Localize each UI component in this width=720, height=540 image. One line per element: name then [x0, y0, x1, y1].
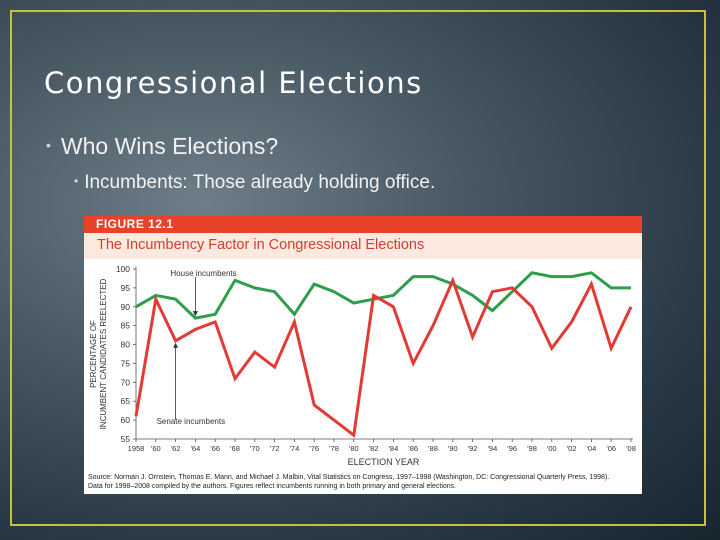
- y-tick-label: 70: [121, 377, 131, 387]
- x-tick-label: '04: [587, 444, 597, 453]
- x-tick-label: '92: [468, 444, 478, 453]
- y-tick-label: 100: [116, 264, 130, 274]
- x-tick-label: '72: [270, 444, 280, 453]
- y-axis-title-line-1: PERCENTAGE OF: [89, 320, 98, 388]
- x-tick-label: '82: [369, 444, 379, 453]
- house-annotation-arrow-icon: [192, 311, 198, 317]
- x-tick-label: '98: [527, 444, 537, 453]
- y-tick-label: 80: [121, 340, 131, 350]
- y-tick-label: 65: [121, 396, 131, 406]
- bullet-dot-icon: •: [46, 137, 51, 153]
- bullet-level-2: • Incumbents: Those already holding offic…: [74, 172, 435, 194]
- slide-title: Congressional Elections: [44, 66, 423, 100]
- x-tick-label: '68: [230, 444, 240, 453]
- y-tick-label: 85: [121, 321, 131, 331]
- x-tick-label: '60: [151, 444, 161, 453]
- figure-panel: FIGURE 12.1 The Incumbency Factor in Con…: [84, 216, 642, 494]
- bullet-text-1: Who Wins Elections?: [60, 133, 279, 159]
- x-tick-label: '08: [626, 444, 636, 453]
- x-tick-label: '74: [290, 444, 300, 453]
- x-tick-label: '62: [171, 444, 181, 453]
- y-tick-label: 95: [121, 283, 131, 293]
- line-chart: 55 60 65 70 75 80 85 90 95 100 1958 '60 '62 '64 '66 '68…: [89, 264, 636, 467]
- x-tick-label: '86: [408, 444, 418, 453]
- chart-title: The Incumbency Factor in Congressional E…: [97, 237, 425, 253]
- bullet-level-1: • Who Wins Elections?: [46, 133, 278, 160]
- x-tick-label: '00: [547, 444, 557, 453]
- slide-frame: [10, 10, 706, 526]
- x-tick-label: '02: [567, 444, 577, 453]
- y-tick-label: 55: [121, 434, 131, 444]
- figure-source: Source: Norman J. Ornstein, Thomas E. Ma…: [88, 473, 640, 491]
- x-tick-label: '80: [349, 444, 359, 453]
- x-tick-label: '88: [428, 444, 438, 453]
- x-axis-title: ELECTION YEAR: [348, 457, 420, 467]
- x-tick-label: '06: [606, 444, 616, 453]
- y-tick-label: 90: [121, 302, 131, 312]
- x-tick-label: '90: [448, 444, 458, 453]
- house-annotation: House incumbents: [170, 269, 236, 278]
- source-line-1: Source: Norman J. Ornstein, Thomas E. Ma…: [88, 474, 610, 481]
- x-tick-label: '76: [309, 444, 319, 453]
- x-tick-label: '70: [250, 444, 260, 453]
- y-tick-label: 60: [121, 415, 131, 425]
- figure-title-band: [84, 233, 642, 259]
- source-line-2: Data for 1998–2008 compiled by the autho…: [88, 483, 457, 490]
- senate-series-line: [134, 276, 633, 438]
- x-tick-label: '96: [507, 444, 517, 453]
- figure-label: FIGURE 12.1: [96, 217, 174, 231]
- x-tick-label: '64: [191, 444, 201, 453]
- senate-annotation: Senate incumbents: [157, 417, 226, 426]
- senate-annotation-arrow-icon: [173, 342, 179, 348]
- house-series-line: [135, 271, 631, 320]
- x-tick-label: 1958: [128, 444, 145, 453]
- x-tick-label: '78: [329, 444, 339, 453]
- y-tick-label: 75: [121, 358, 131, 368]
- x-tick-label: '84: [389, 444, 399, 453]
- x-tick-label: '94: [488, 444, 498, 453]
- bullet-text-2: Incumbents: Those already holding office…: [84, 172, 436, 193]
- bullet-dot-icon: •: [74, 174, 79, 188]
- figure-header: [84, 216, 642, 233]
- y-axis-title-line-2: INCUMBENT CANDIDATES REELECTED: [99, 278, 108, 429]
- x-tick-label: '66: [210, 444, 220, 453]
